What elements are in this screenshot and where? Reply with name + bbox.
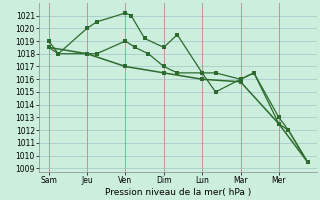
X-axis label: Pression niveau de la mer( hPa ): Pression niveau de la mer( hPa ): [105, 188, 251, 197]
